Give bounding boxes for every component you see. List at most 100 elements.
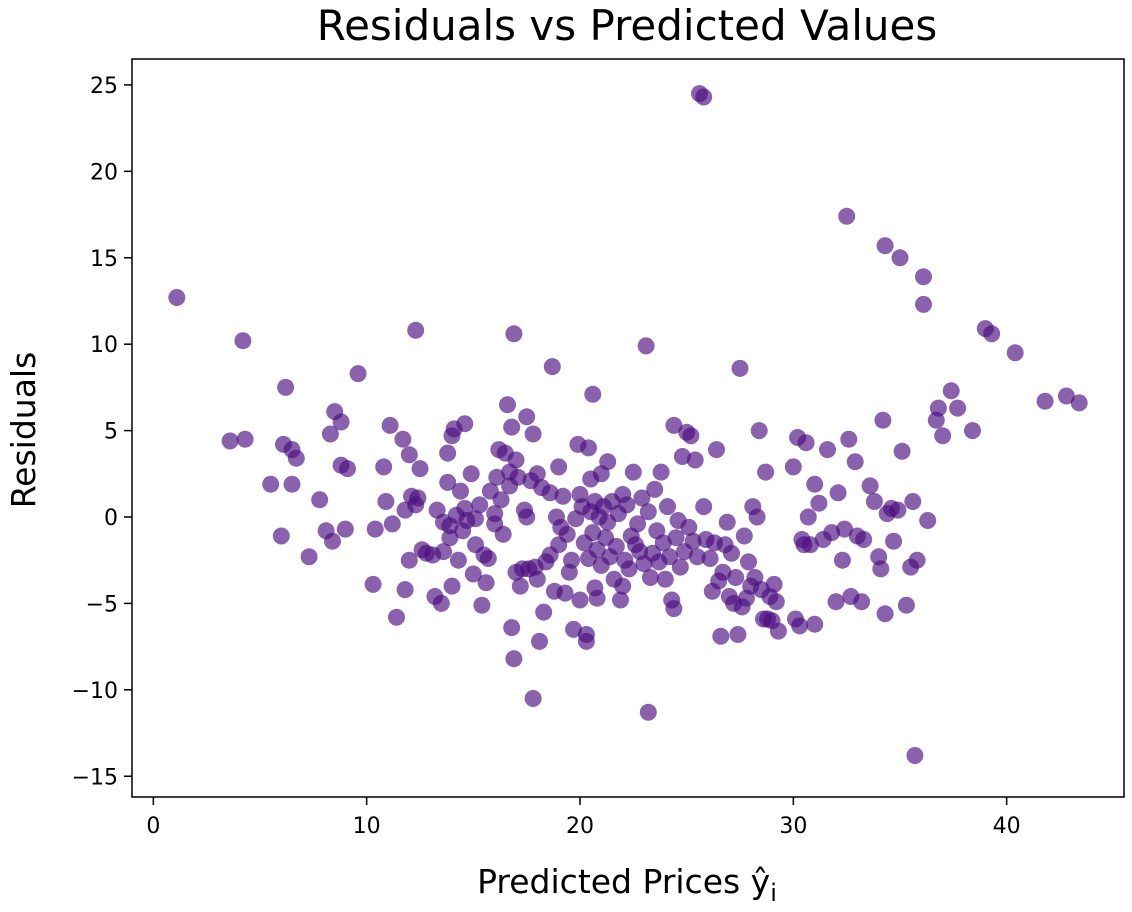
data-point: [554, 487, 572, 505]
data-point: [654, 534, 672, 552]
data-point: [769, 622, 787, 640]
data-point: [339, 460, 356, 478]
data-point: [629, 515, 647, 533]
chart-title: Residuals vs Predicted Values: [317, 1, 937, 50]
data-point: [731, 359, 749, 377]
data-point: [797, 434, 815, 452]
data-point: [531, 632, 548, 650]
data-point: [456, 415, 474, 433]
data-point: [577, 626, 595, 643]
data-point: [791, 617, 809, 635]
data-point: [467, 510, 484, 528]
data-point: [400, 446, 418, 464]
data-point: [1057, 387, 1075, 405]
data-point: [949, 399, 967, 417]
x-axis-label-subscript: i: [770, 879, 777, 907]
data-point: [507, 451, 525, 469]
data-point: [383, 515, 401, 533]
x-tick-label: 20: [566, 814, 594, 839]
data-point: [934, 427, 952, 445]
data-point: [449, 551, 467, 569]
data-point: [321, 425, 339, 443]
data-point: [942, 382, 960, 400]
y-tick-label: −10: [72, 679, 118, 704]
data-point: [435, 543, 452, 561]
data-point: [1036, 392, 1054, 410]
data-point: [891, 249, 909, 267]
data-point: [865, 493, 883, 510]
data-point: [641, 569, 659, 586]
data-point: [439, 473, 457, 491]
data-point: [563, 551, 580, 569]
data-point: [806, 475, 824, 493]
data-point: [471, 496, 489, 514]
data-point: [528, 570, 546, 588]
data-point: [908, 551, 926, 569]
data-point: [588, 589, 606, 607]
data-point: [580, 439, 597, 457]
points-layer: [168, 85, 1088, 764]
data-point: [473, 596, 491, 614]
data-point: [723, 544, 740, 562]
data-point: [441, 529, 459, 547]
data-point: [915, 268, 932, 286]
data-point: [492, 491, 510, 509]
data-point: [810, 494, 828, 512]
data-point: [565, 620, 583, 638]
data-point: [799, 508, 817, 526]
data-point: [667, 529, 685, 547]
data-point: [829, 484, 847, 502]
data-point: [701, 550, 719, 567]
data-point: [712, 627, 730, 645]
data-point: [840, 430, 858, 448]
data-point: [488, 468, 506, 486]
data-point: [505, 325, 523, 343]
plot-frame: [131, 58, 1125, 798]
data-point: [929, 399, 947, 417]
data-point: [823, 524, 841, 542]
data-point: [283, 475, 301, 493]
data-point: [464, 565, 482, 583]
x-tick-label: 10: [353, 814, 381, 839]
data-point: [665, 416, 683, 434]
data-point: [407, 321, 425, 339]
data-point: [332, 413, 350, 431]
y-tick-label: −5: [86, 592, 118, 617]
y-tick-label: 5: [104, 420, 118, 445]
data-point: [964, 422, 981, 440]
data-point: [735, 527, 753, 545]
data-point: [872, 560, 890, 578]
data-point: [584, 524, 602, 542]
data-point: [556, 584, 574, 602]
data-point: [543, 358, 561, 376]
data-point: [915, 295, 932, 313]
data-point: [806, 615, 824, 633]
data-point: [819, 441, 836, 459]
data-point: [503, 619, 521, 637]
y-tick-label: 0: [104, 506, 118, 531]
data-point: [714, 563, 732, 581]
y-tick-label: 15: [90, 247, 118, 272]
data-point: [748, 508, 766, 526]
data-point: [639, 703, 657, 721]
data-point: [718, 513, 736, 531]
data-point: [411, 460, 429, 478]
data-point: [381, 416, 399, 434]
data-point: [1006, 344, 1024, 362]
data-point: [366, 520, 384, 538]
data-point: [612, 591, 629, 609]
data-point: [499, 396, 516, 414]
data-point: [671, 558, 689, 576]
data-point: [838, 207, 856, 225]
data-point: [509, 468, 527, 486]
data-point: [695, 88, 713, 106]
data-point: [833, 551, 851, 569]
data-point: [234, 332, 252, 350]
data-point: [853, 593, 871, 611]
data-point: [906, 747, 924, 764]
data-point: [558, 525, 576, 543]
y-axis-ticks: −15 −10 −5 0 5 10 15 20 25: [72, 74, 132, 790]
data-point: [236, 430, 254, 448]
